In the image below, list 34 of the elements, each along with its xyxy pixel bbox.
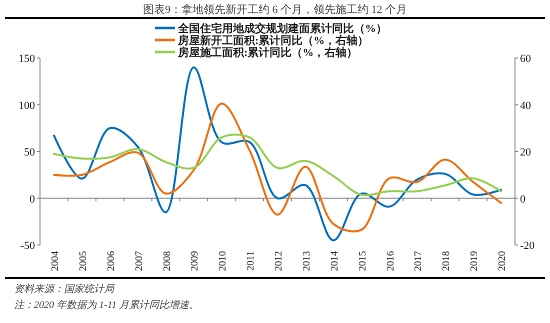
x-tick-label: 2017 [413,251,424,271]
x-tick-label: 2013 [301,251,312,271]
x-tick-label: 2019 [469,251,480,271]
x-tick-label: 2020 [497,251,508,271]
x-tick-label: 2010 [218,251,229,271]
x-tick-label: 2007 [134,251,145,271]
line-series [53,66,502,242]
x-tick-label: 2018 [441,251,452,271]
text: 注：2020 年数据为 1-11 月累计同比增速。 [14,299,200,311]
chart-title: 图表9：拿地领先新开工约 6 个月，领先施工约 12 个月 [143,3,407,16]
y2-tick-label: 40 [520,100,532,112]
text: 资料来源：国家统计局 [14,283,115,295]
y-tick-label: 100 [18,100,36,112]
x-tick-label: 2016 [385,251,396,271]
y-tick-label: 150 [18,53,36,65]
x-tick-label: 2015 [357,251,368,271]
x-tick-label: 2004 [50,251,61,271]
x-tick-label: 2012 [274,251,284,271]
y2-tick-label: 0 [520,193,526,206]
x-tick-label: 2014 [329,251,340,271]
x-tick-label: 2006 [106,251,117,271]
y2-tick-label: 20 [520,146,532,158]
y-tick-label: 0 [30,193,36,206]
x-tick-label: 2005 [78,251,89,271]
legend-label: 房屋新开工面积:累计同比（%，右轴） [177,34,369,47]
y-tick-label: 50 [24,146,36,158]
y2-tick-label: 60 [520,53,532,65]
legend-label: 房屋施工面积:累计同比（%，右轴） [177,46,358,59]
legend-label: 全国住宅用地成交规划建面累计同比（%） [177,22,387,35]
y-tick-label: -50 [20,240,36,252]
x-tick-label: 2011 [246,251,257,271]
x-tick-label: 2008 [162,251,173,271]
y2-tick-label: -20 [520,240,536,252]
x-tick-label: 2009 [190,251,201,271]
